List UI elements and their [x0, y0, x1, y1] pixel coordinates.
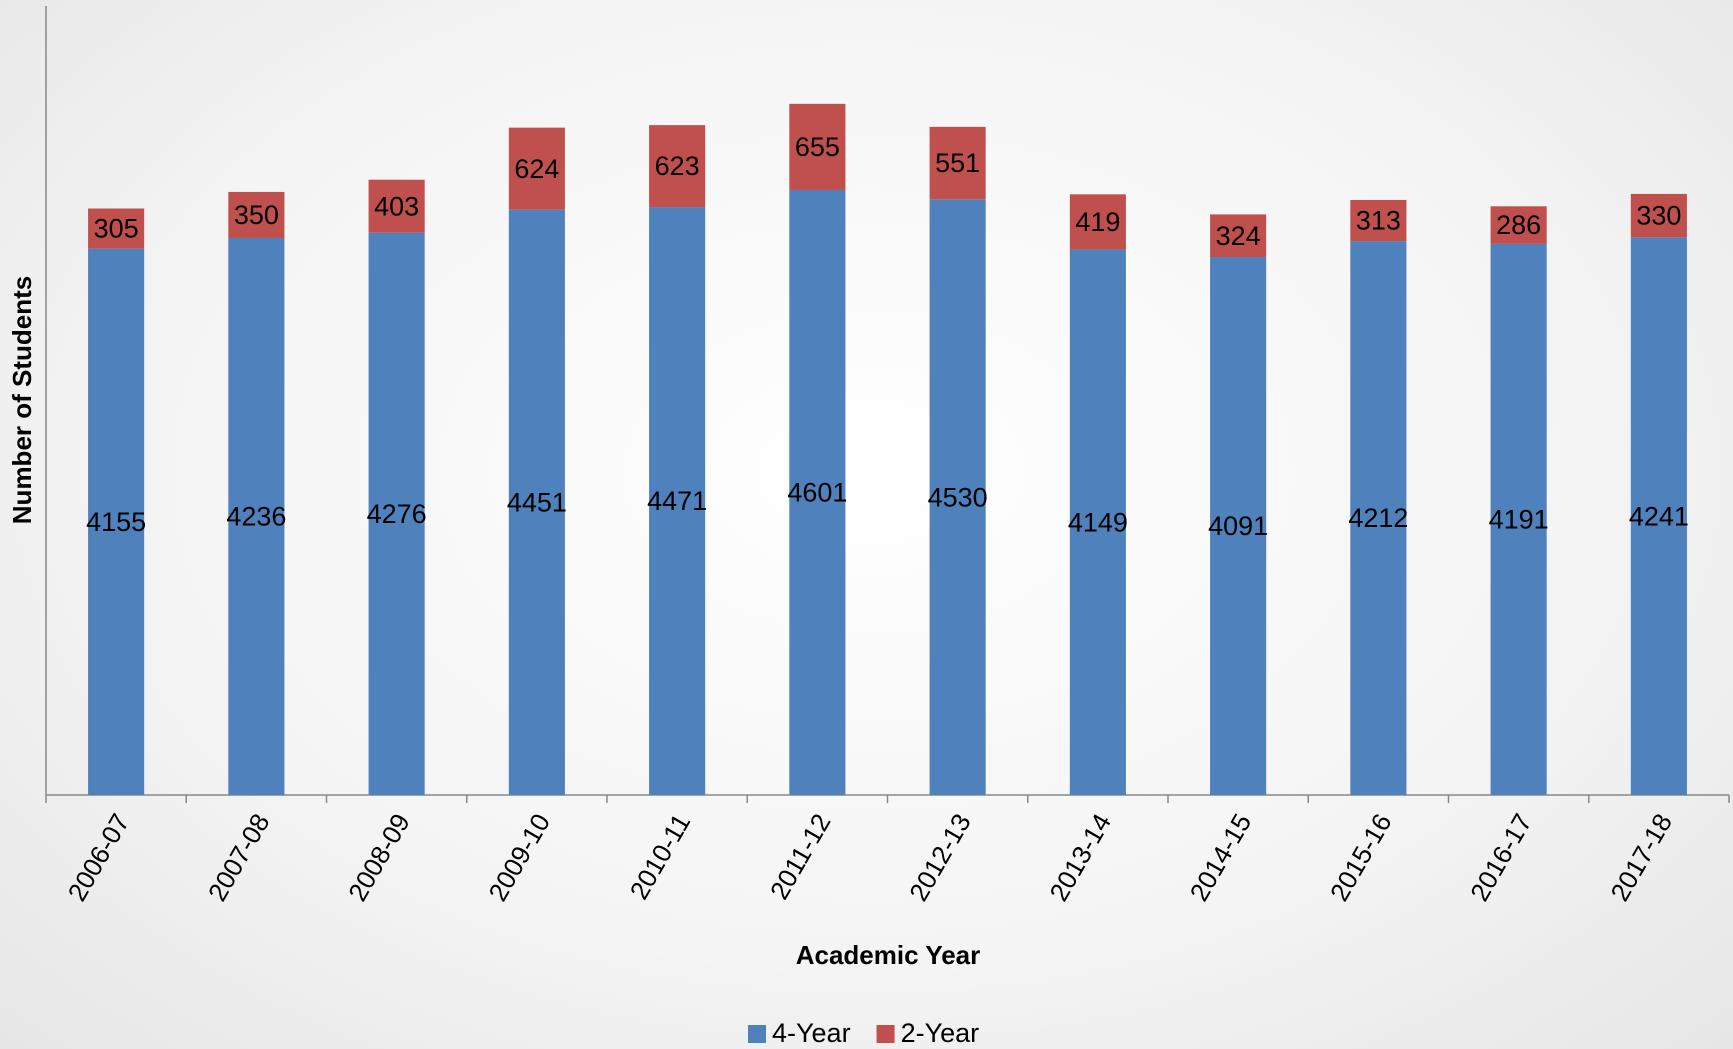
data-label: 286 [1496, 210, 1541, 240]
x-tick-label: 2009-10 [482, 808, 556, 906]
data-label: 4471 [647, 486, 707, 516]
data-label: 313 [1356, 206, 1401, 236]
x-tick-label: 2011-12 [764, 808, 837, 904]
bar-segment [1490, 243, 1547, 796]
bar-segment [789, 189, 846, 795]
data-label: 324 [1216, 221, 1261, 251]
bar-segment [508, 127, 565, 210]
bar-segment [368, 232, 425, 795]
data-label: 305 [94, 214, 139, 244]
x-tick-label: 2016-17 [1464, 808, 1538, 906]
bar-segment [789, 103, 846, 190]
bar-segment [649, 207, 706, 796]
y-axis-title: Number of Students [7, 276, 37, 524]
data-label: 551 [935, 148, 980, 178]
bar-segment [1350, 241, 1407, 795]
data-label: 4601 [787, 478, 847, 508]
bar-segment [1210, 214, 1267, 258]
bar-segment [1490, 206, 1547, 244]
bar-segment [929, 199, 986, 795]
data-label: 350 [234, 200, 279, 230]
data-label: 4530 [928, 482, 988, 512]
data-label: 4091 [1208, 511, 1268, 541]
data-label: 4241 [1629, 501, 1689, 531]
bar-segment [228, 191, 285, 238]
x-axis-title: Academic Year [796, 940, 981, 970]
bar-segment [1630, 193, 1687, 238]
x-tick-label: 2008-09 [342, 808, 416, 906]
data-label: 330 [1636, 201, 1681, 231]
data-label: 4212 [1348, 503, 1408, 533]
bar-segment [228, 237, 285, 795]
x-tick-label: 2017-18 [1604, 808, 1678, 906]
data-label: 4191 [1489, 505, 1549, 535]
legend-swatch [876, 1025, 895, 1043]
data-label: 4155 [86, 507, 146, 537]
data-label: 403 [374, 191, 419, 221]
x-tick-label: 2010-11 [624, 808, 697, 904]
bar-segment [1350, 199, 1407, 242]
x-tick-label: 2006-07 [62, 808, 136, 906]
x-tick-label: 2007-08 [202, 808, 276, 906]
data-label: 655 [795, 132, 840, 162]
bar-segment [508, 209, 565, 796]
data-label: 4451 [507, 487, 567, 517]
legend-swatch [748, 1025, 766, 1043]
bar-segment [1069, 249, 1126, 795]
legend-label: 2-Year [901, 1018, 980, 1048]
data-label: 4276 [367, 499, 427, 529]
data-label: 4236 [226, 502, 286, 532]
data-label: 419 [1075, 207, 1120, 237]
bar-segment [649, 125, 706, 208]
bar-segment [88, 208, 145, 249]
bar-segment [1630, 237, 1687, 796]
legend-label: 4-Year [772, 1018, 851, 1048]
data-label: 4149 [1068, 507, 1128, 537]
bar-segment [1069, 194, 1126, 250]
bar-segment [929, 126, 986, 200]
bar-segment [368, 179, 425, 233]
data-label: 624 [514, 154, 559, 184]
x-tick-label: 2013-14 [1043, 808, 1117, 906]
x-tick-label: 2015-16 [1324, 808, 1398, 906]
bar-segment [88, 248, 145, 795]
x-tick-label: 2012-13 [903, 808, 977, 906]
bar-segment [1210, 257, 1267, 795]
data-label: 623 [655, 151, 700, 181]
x-tick-label: 2014-15 [1184, 808, 1258, 906]
